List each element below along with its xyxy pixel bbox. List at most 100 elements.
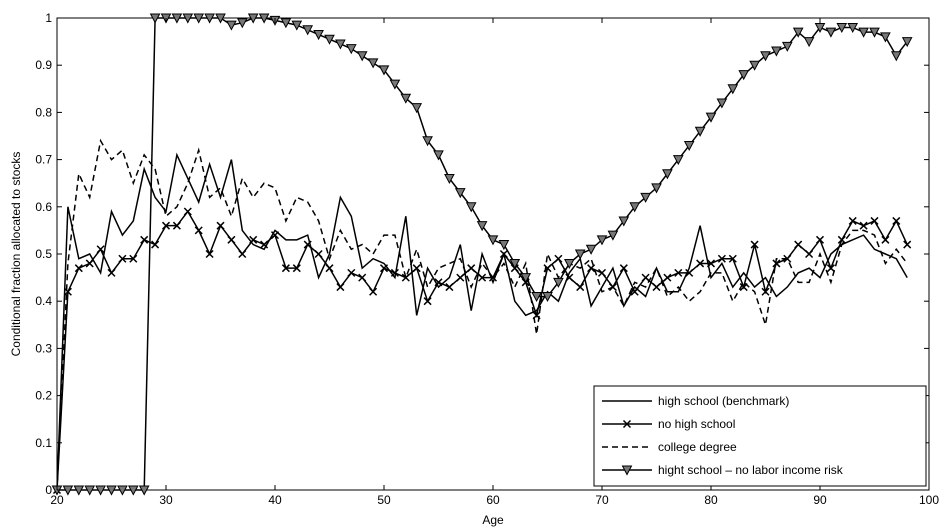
data-point-triangle-marker — [454, 188, 466, 199]
y-tick-label: 0.7 — [35, 153, 52, 167]
data-point-x-marker — [314, 249, 323, 259]
data-point-x-marker — [728, 254, 737, 263]
data-point-x-marker — [870, 216, 879, 225]
y-tick-label: 0 — [45, 483, 52, 497]
data-point-x-marker — [172, 221, 181, 230]
data-point-triangle-marker — [814, 22, 826, 34]
data-point-x-marker — [445, 283, 454, 292]
data-point-x-marker — [260, 240, 269, 249]
data-point-x-marker — [96, 245, 105, 254]
data-point-triangle-marker — [596, 235, 608, 246]
data-point-x-marker — [859, 221, 868, 230]
data-point-x-marker — [848, 216, 857, 225]
data-point-x-marker — [238, 249, 247, 259]
data-point-x-marker — [423, 297, 432, 306]
y-tick-label: 0.2 — [35, 389, 52, 403]
data-point-x-marker — [467, 264, 476, 273]
data-point-triangle-marker — [509, 258, 521, 270]
data-point-triangle-marker — [869, 27, 880, 38]
series-line — [56, 152, 908, 491]
data-point-triangle-marker — [574, 249, 586, 260]
data-point-x-marker — [478, 273, 487, 282]
data-point-triangle-marker — [651, 183, 662, 194]
data-point-triangle-marker — [324, 34, 335, 45]
data-point-x-marker — [685, 268, 694, 277]
data-point-triangle-marker — [498, 240, 510, 251]
data-point-x-marker — [717, 254, 726, 263]
data-point-triangle-marker — [727, 84, 739, 95]
data-point-triangle-marker — [149, 13, 161, 24]
data-point-triangle-marker — [367, 58, 379, 69]
y-tick-label: 0.9 — [35, 58, 52, 72]
data-point-x-marker — [401, 273, 410, 282]
data-point-x-marker — [652, 283, 661, 292]
x-tick-label: 20 — [50, 493, 64, 507]
series-line — [56, 138, 908, 491]
data-point-triangle-marker — [356, 51, 368, 62]
data-point-triangle-marker — [531, 291, 542, 303]
data-point-triangle-marker — [880, 32, 891, 43]
tick-layer: 20 30 40 50 60 70 80 90 100 0 0.1 0.2 0.3 0.4 0.5 0.6 0.… — [35, 11, 939, 507]
data-point-triangle-marker — [749, 60, 760, 71]
data-point-x-marker — [303, 240, 312, 249]
data-point-x-marker — [183, 207, 192, 216]
data-point-x-marker — [761, 287, 770, 296]
data-point-triangle-marker — [621, 465, 633, 476]
y-tick-label: 0.5 — [35, 247, 52, 261]
data-point-x-marker — [194, 226, 203, 235]
data-point-x-marker — [249, 235, 258, 244]
data-point-triangle-marker — [258, 13, 270, 24]
data-point-triangle-marker — [62, 485, 74, 496]
legend-label: college degree — [658, 440, 737, 454]
x-tick-label: 50 — [377, 493, 391, 507]
data-point-triangle-marker — [716, 98, 728, 109]
series-layer — [51, 13, 913, 496]
legend: high school (benchmark) no high school col… — [593, 385, 927, 487]
data-point-triangle-marker — [204, 13, 215, 24]
data-point-x-marker — [161, 221, 171, 230]
data-point-triangle-marker — [73, 485, 85, 496]
legend-label: no high school — [658, 417, 735, 431]
data-point-triangle-marker — [705, 112, 717, 123]
data-point-x-marker — [129, 254, 138, 263]
data-point-x-marker — [270, 231, 280, 240]
data-point-x-marker — [663, 273, 672, 282]
data-point-triangle-marker — [433, 150, 444, 161]
x-tick-label: 100 — [919, 493, 939, 507]
data-point-triangle-marker — [542, 291, 553, 303]
data-point-triangle-marker — [247, 13, 259, 24]
data-point-triangle-marker — [95, 485, 106, 496]
data-point-x-marker — [118, 254, 127, 263]
data-point-x-marker — [565, 273, 574, 282]
data-point-x-marker — [805, 249, 814, 259]
data-point-x-marker — [205, 249, 214, 259]
data-point-triangle-marker — [520, 273, 532, 284]
data-point-triangle-marker — [585, 244, 597, 255]
data-point-triangle-marker — [422, 136, 433, 147]
data-point-triangle-marker — [378, 65, 390, 76]
data-point-triangle-marker — [345, 44, 357, 55]
data-point-triangle-marker — [694, 126, 706, 137]
data-point-x-marker — [281, 264, 290, 273]
x-axis-label: Age — [482, 513, 504, 527]
data-point-x-marker — [881, 235, 890, 244]
legend-label: high school (benchmark) — [658, 394, 789, 408]
data-point-x-marker — [674, 268, 683, 277]
data-point-triangle-marker — [117, 485, 128, 496]
data-point-triangle-marker — [825, 27, 837, 38]
data-point-triangle-marker — [182, 13, 194, 24]
data-point-x-marker — [336, 283, 345, 292]
data-point-x-marker — [63, 287, 72, 296]
data-point-x-marker — [815, 235, 825, 244]
series-0 — [56, 152, 908, 491]
data-point-triangle-marker — [280, 18, 292, 29]
data-point-x-marker — [216, 221, 225, 230]
data-point-x-marker — [641, 273, 650, 282]
data-point-x-marker — [706, 259, 716, 268]
data-point-triangle-marker — [890, 51, 902, 62]
y-tick-label: 0.8 — [35, 105, 52, 119]
data-point-triangle-marker — [683, 140, 695, 152]
data-point-x-marker — [772, 259, 781, 268]
data-point-triangle-marker — [803, 37, 815, 48]
data-point-x-marker — [325, 264, 334, 273]
